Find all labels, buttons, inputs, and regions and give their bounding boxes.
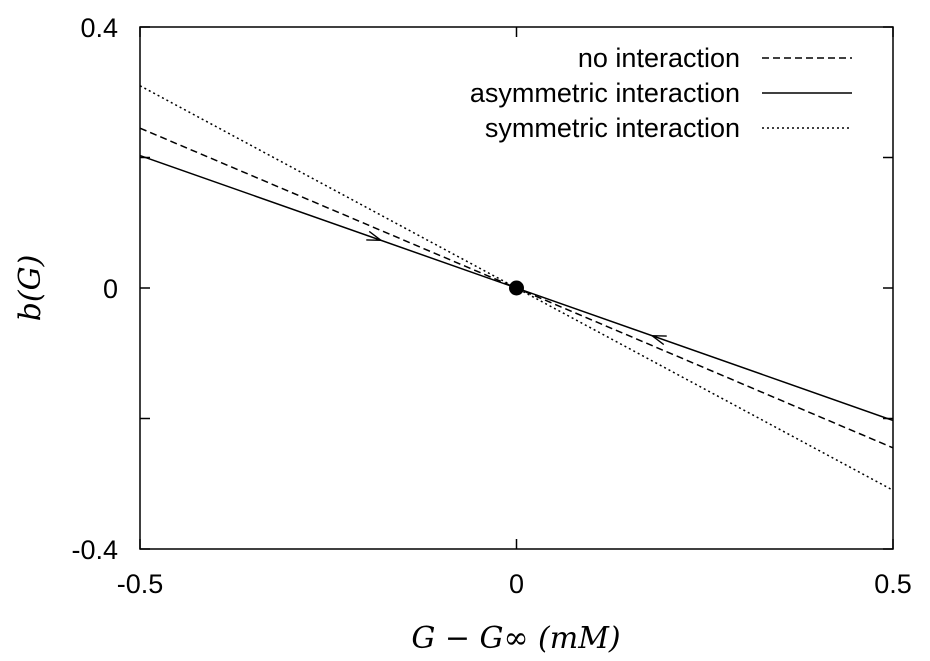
direction-arrow-left (650, 334, 667, 346)
y-tick-label: -0.4 (71, 535, 118, 565)
x-tick-label: -0.5 (117, 569, 164, 599)
x-tick-label: 0.5 (874, 569, 912, 599)
y-axis-title: b(G) (13, 255, 48, 322)
y-tick-label: 0.4 (80, 13, 118, 43)
x-axis-title: G − G∞ (mM) (411, 621, 620, 656)
y-tick-label: 0 (103, 274, 118, 304)
legend: no interaction asymmetric interaction symm… (470, 43, 852, 143)
direction-arrow-right (366, 230, 383, 242)
chart-marks (366, 230, 667, 346)
axis-ticks: -0.5 0 0.5 0.4 0 -0.4 (71, 13, 911, 599)
legend-label: asymmetric interaction (470, 78, 740, 108)
legend-label: no interaction (578, 43, 740, 73)
fixed-point-marker (509, 280, 524, 296)
x-tick-label: 0 (509, 569, 524, 599)
legend-label: symmetric interaction (485, 113, 740, 143)
